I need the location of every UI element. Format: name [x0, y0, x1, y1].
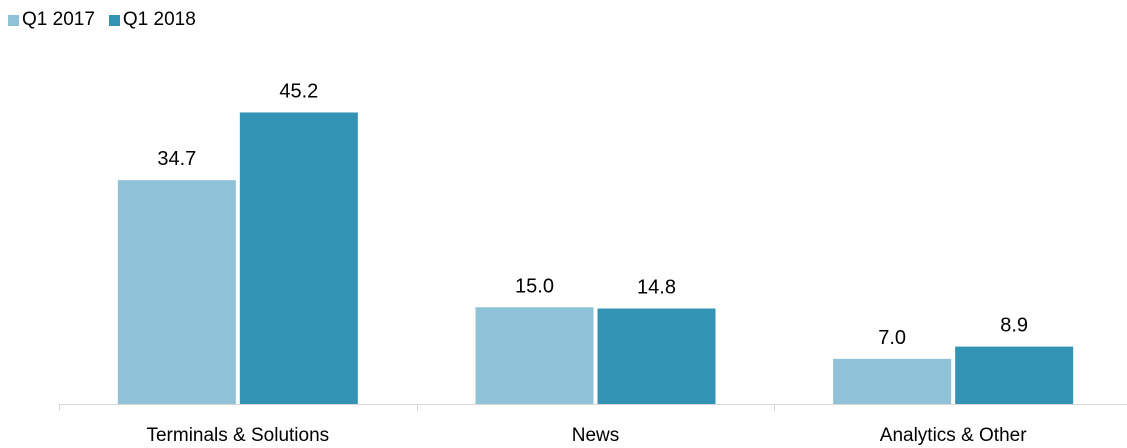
data-label: 34.7 [157, 148, 196, 170]
legend-swatch-q1-2018 [108, 14, 120, 26]
data-label: 7.0 [878, 327, 906, 349]
bar [475, 307, 594, 404]
data-label: 15.0 [515, 275, 554, 297]
x-tick-label: Terminals & Solutions [146, 425, 329, 446]
legend-item-q1-2018: Q1 2018 [108, 9, 196, 31]
bar [117, 180, 236, 404]
data-label: 45.2 [279, 80, 318, 102]
legend-label-q1-2018: Q1 2018 [122, 9, 196, 30]
data-label: 14.8 [637, 277, 676, 299]
bar [833, 358, 952, 404]
bar [597, 308, 716, 404]
data-label: 8.9 [1000, 315, 1028, 337]
x-tick-label: Analytics & Other [880, 425, 1027, 446]
bar [239, 112, 358, 405]
bar [955, 346, 1074, 404]
chart-legend: Q1 2017 Q1 2018 [8, 9, 210, 31]
legend-item-q1-2017: Q1 2017 [8, 9, 95, 31]
x-tick-label: News [572, 425, 620, 446]
legend-swatch-q1-2017 [8, 14, 19, 26]
legend-label-q1-2017: Q1 2017 [22, 9, 95, 30]
